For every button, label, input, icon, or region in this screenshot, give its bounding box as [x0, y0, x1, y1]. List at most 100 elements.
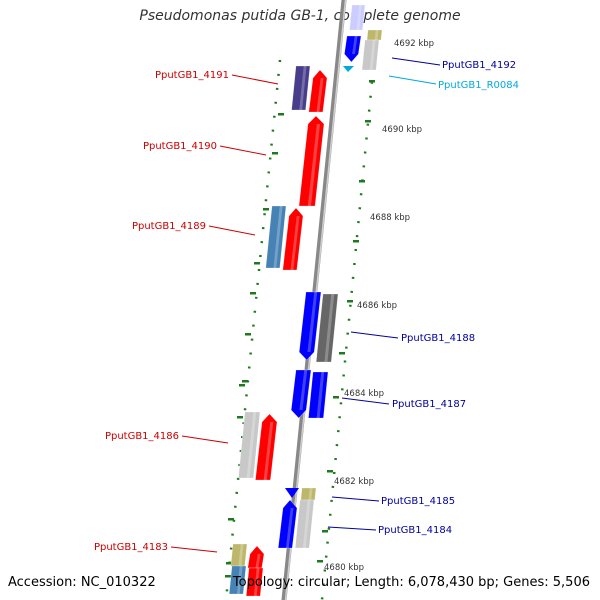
feature-4182-red-shine — [253, 568, 260, 596]
right-leader-2 — [350, 331, 399, 339]
gc-mark-r-4 — [347, 300, 353, 303]
topology-text: Topology: circular; Length: 6,078,430 bp… — [232, 575, 590, 590]
feature-4185-khaki-shine — [308, 488, 313, 500]
left-leader-2 — [208, 225, 256, 236]
feature-4182-steelblue — [228, 565, 247, 595]
gc-mark-r-7 — [327, 470, 333, 473]
gc-mark-4 — [250, 292, 256, 295]
feature-4186-red-shine — [263, 422, 274, 480]
left-leader-4 — [170, 546, 218, 553]
gc-mark-7 — [239, 384, 245, 387]
tick-label-3: 4686 kbp — [357, 301, 397, 311]
feature-4184-blue-shine — [285, 508, 294, 548]
feature-r0084-cyan — [343, 66, 354, 72]
kbp-ticks: 4692 kbp 4690 kbp 4688 kbp 4686 kbp 4684 kbp… — [324, 39, 434, 573]
feature-4191-red-shine — [316, 78, 324, 112]
feature-4187-blue-b — [308, 371, 329, 419]
feature-4182-steelblue-shine — [236, 566, 243, 594]
gc-mark-r-9 — [317, 560, 323, 563]
left-label-1: PputGB1_4190 — [143, 141, 217, 152]
gc-mark-r-5 — [339, 352, 345, 355]
left-leader-1 — [219, 145, 267, 156]
feature-4692-gray-shine — [369, 40, 376, 70]
gc-mark-11 — [225, 575, 231, 578]
feature-4184-gray-shine — [302, 500, 311, 548]
left-label-3: PputGB1_4186 — [105, 431, 179, 442]
feature-4182-red — [245, 567, 264, 597]
feature-4190-red-shine — [307, 124, 320, 206]
right-leader-1 — [388, 75, 437, 85]
feature-4693-lavender — [349, 4, 366, 31]
right-label-2: PputGB1_4188 — [401, 333, 475, 344]
gc-mark-9 — [228, 518, 234, 521]
feature-4692-gray — [361, 39, 380, 71]
feature-4183-red — [247, 545, 265, 569]
accession-text: Accession: NC_010322 — [8, 575, 156, 590]
left-leader-0 — [231, 74, 279, 85]
gc-outer-left — [224, 59, 282, 600]
left-leader-3 — [181, 435, 229, 444]
gc-mark-3 — [254, 262, 260, 265]
right-label-4: PputGB1_4185 — [381, 496, 455, 507]
feature-4192-blue-shine — [352, 36, 358, 54]
feature-4188-gray-shine — [324, 294, 335, 362]
right-label-1: PputGB1_R0084 — [438, 80, 519, 91]
feature-4189-red-shine — [290, 216, 300, 270]
feature-4186-gray-shine — [246, 412, 257, 478]
right-leader-0 — [391, 57, 441, 66]
feature-4693-lavender-shine — [356, 5, 362, 30]
feature-4183-khaki-shine — [238, 544, 244, 566]
feature-4186-red — [255, 413, 278, 481]
right-leader-3 — [341, 397, 390, 405]
feature-4191-purple — [291, 65, 311, 111]
map-title: Pseudomonas putida GB-1, complete genome — [139, 8, 461, 24]
tick-label-2: 4688 kbp — [370, 213, 410, 223]
feature-4185-blue-arrow — [285, 488, 299, 498]
gc-mark-8 — [237, 416, 243, 419]
gc-mark-1 — [272, 152, 278, 155]
right-label-0: PputGB1_4192 — [442, 60, 516, 71]
feature-4187-blue-a — [290, 369, 312, 419]
tick-label-4: 4684 kbp — [344, 389, 384, 399]
feature-4191-purple-shine — [299, 66, 307, 110]
feature-4187-blue-a-shine — [299, 370, 308, 410]
feature-4185-khaki — [300, 487, 317, 501]
feature-4184-blue — [277, 499, 298, 549]
feature-4188-gray — [315, 293, 339, 363]
right-label-5: PputGB1_4184 — [378, 525, 452, 536]
gc-mark-r-6 — [333, 396, 339, 399]
gc-mark-r-3 — [353, 240, 359, 243]
feature-4190-red — [298, 115, 325, 207]
gc-content-track — [224, 39, 378, 600]
feature-labels: PputGB1_4191 PputGB1_4190 PputGB1_4189 Pput… — [94, 57, 519, 553]
gc-mark-5 — [245, 333, 251, 336]
left-label-2: PputGB1_4189 — [132, 221, 206, 232]
gc-mark-r-0 — [369, 80, 375, 83]
feature-4191-red — [308, 69, 328, 113]
tick-label-0: 4692 kbp — [394, 39, 434, 49]
feature-4188-blue-shine — [307, 292, 318, 352]
gc-mark-r-8 — [322, 530, 328, 533]
gc-mark-6 — [242, 380, 248, 383]
right-label-3: PputGB1_4187 — [392, 399, 466, 410]
gc-outer-right — [320, 39, 378, 600]
tick-label-6: 4680 kbp — [324, 563, 364, 573]
gc-mark-10 — [226, 562, 232, 565]
feature-4183-red-shine — [255, 554, 261, 568]
tick-label-1: 4690 kbp — [382, 125, 422, 135]
feature-tracks — [228, 4, 383, 597]
gc-mark-0 — [278, 113, 284, 116]
gc-mark-r-2 — [359, 180, 365, 183]
feature-4692-khaki — [366, 29, 383, 41]
gc-mark-r-1 — [365, 120, 371, 123]
feature-4189-red — [282, 207, 304, 271]
feature-4189-steelblue — [265, 205, 287, 269]
feature-4187-blue-b-shine — [316, 372, 325, 418]
right-leader-4 — [331, 496, 380, 502]
feature-4188-blue — [298, 291, 322, 361]
feature-4184-gray — [294, 499, 315, 549]
left-label-0: PputGB1_4191 — [155, 70, 229, 81]
gc-mark-2 — [263, 208, 269, 211]
feature-4692-khaki-shine — [374, 30, 379, 40]
